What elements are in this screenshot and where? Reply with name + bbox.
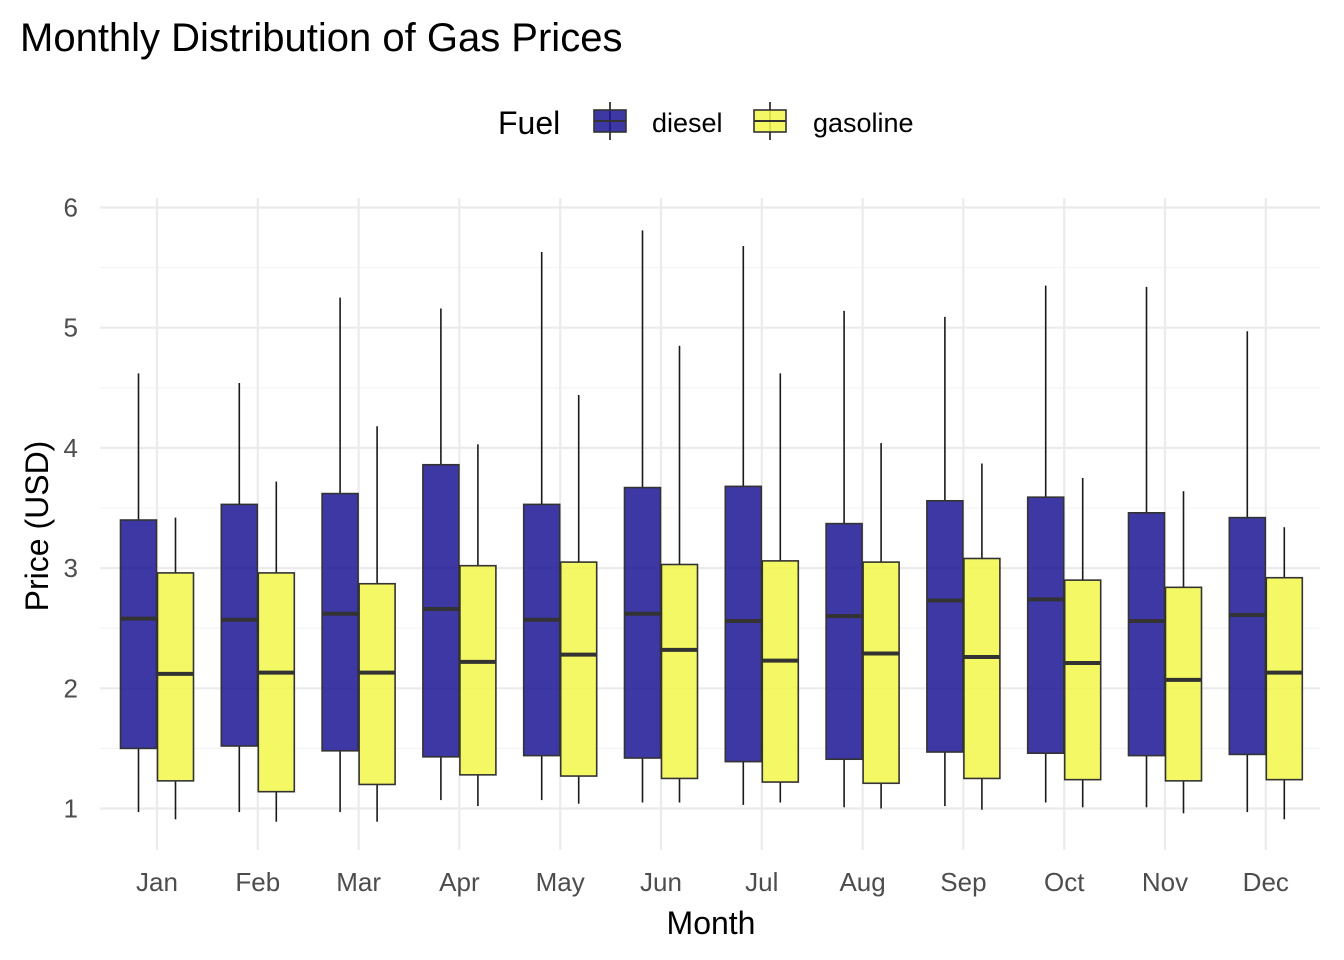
box-diesel-feb	[220, 382, 259, 813]
legend-label: gasoline	[813, 108, 914, 138]
x-tick-label: Nov	[1142, 867, 1188, 897]
box-iqr	[862, 561, 900, 785]
box-diesel-dec	[1228, 331, 1267, 813]
y-tick-label: 1	[64, 794, 78, 824]
x-tick-label: Jul	[745, 867, 778, 897]
box-iqr	[1127, 512, 1166, 757]
box-gasoline-mar	[358, 426, 396, 822]
x-tick-label: May	[536, 867, 585, 897]
box-iqr	[1228, 516, 1267, 756]
y-axis-label: Price (USD)	[19, 441, 55, 612]
box-diesel-nov	[1127, 286, 1166, 808]
x-axis-label: Month	[667, 905, 756, 941]
box-iqr	[358, 582, 396, 786]
x-tick-label: Oct	[1044, 867, 1085, 897]
box-diesel-may	[522, 251, 561, 801]
legend-item-diesel: diesel	[593, 102, 723, 140]
box-iqr	[963, 557, 1001, 780]
box-gasoline-jun	[660, 345, 699, 803]
x-tick-label: Aug	[839, 867, 885, 897]
box-iqr	[257, 572, 296, 793]
box-iqr	[459, 564, 497, 776]
box-iqr	[559, 561, 598, 777]
legend-item-gasoline: gasoline	[753, 102, 914, 140]
box-gasoline-nov	[1164, 491, 1203, 814]
y-tick-label: 2	[64, 673, 78, 703]
box-iqr	[926, 499, 964, 753]
box-diesel-jul	[724, 245, 763, 805]
box-iqr	[1265, 576, 1304, 781]
x-tick-label: Jan	[136, 867, 178, 897]
x-tick-label: Sep	[940, 867, 986, 897]
x-tick-label: Jun	[640, 867, 682, 897]
box-iqr	[321, 492, 359, 752]
legend-label: diesel	[652, 108, 723, 138]
box-diesel-aug	[825, 310, 863, 808]
x-tick-label: Feb	[235, 867, 280, 897]
box-gasoline-aug	[862, 443, 900, 809]
box-iqr	[1026, 496, 1065, 755]
box-gasoline-oct	[1063, 477, 1102, 808]
box-gasoline-jul	[761, 373, 800, 803]
box-iqr	[761, 560, 800, 783]
box-iqr	[1063, 579, 1102, 781]
x-tick-label: Apr	[439, 867, 480, 897]
box-iqr	[1164, 586, 1203, 782]
y-tick-label: 5	[64, 313, 78, 343]
box-gasoline-apr	[459, 444, 497, 807]
x-tick-label: Dec	[1243, 867, 1289, 897]
boxes	[119, 230, 1304, 822]
y-tick-label: 6	[64, 193, 78, 223]
legend-title: Fuel	[498, 105, 560, 141]
box-iqr	[825, 522, 863, 761]
box-diesel-jan	[119, 373, 158, 813]
box-iqr	[522, 503, 561, 757]
box-diesel-apr	[422, 308, 460, 801]
box-diesel-sep	[926, 316, 964, 807]
box-iqr	[660, 563, 699, 780]
y-tick-label: 3	[64, 553, 78, 583]
y-axis-ticks: 1 2 3 4 5 6	[64, 193, 78, 824]
x-tick-label: Mar	[336, 867, 381, 897]
legend: Fuel diesel gasoline	[498, 102, 914, 141]
box-gasoline-may	[559, 395, 598, 804]
box-gasoline-jan	[156, 517, 195, 820]
box-iqr	[119, 519, 158, 750]
box-diesel-jun	[623, 230, 662, 803]
box-iqr	[724, 485, 763, 763]
y-tick-label: 4	[64, 433, 78, 463]
box-diesel-oct	[1026, 285, 1065, 803]
box-iqr	[623, 486, 662, 759]
box-iqr	[156, 572, 195, 782]
box-diesel-mar	[321, 297, 359, 813]
box-gasoline-sep	[963, 463, 1001, 810]
box-iqr	[220, 503, 259, 747]
box-gasoline-dec	[1265, 527, 1304, 820]
box-gasoline-feb	[257, 481, 296, 822]
chart-title: Monthly Distribution of Gas Prices	[20, 16, 622, 60]
x-axis-ticks: Jan Feb Mar Apr May Jun Jul Aug Sep Oct Nov Dec	[136, 867, 1289, 897]
